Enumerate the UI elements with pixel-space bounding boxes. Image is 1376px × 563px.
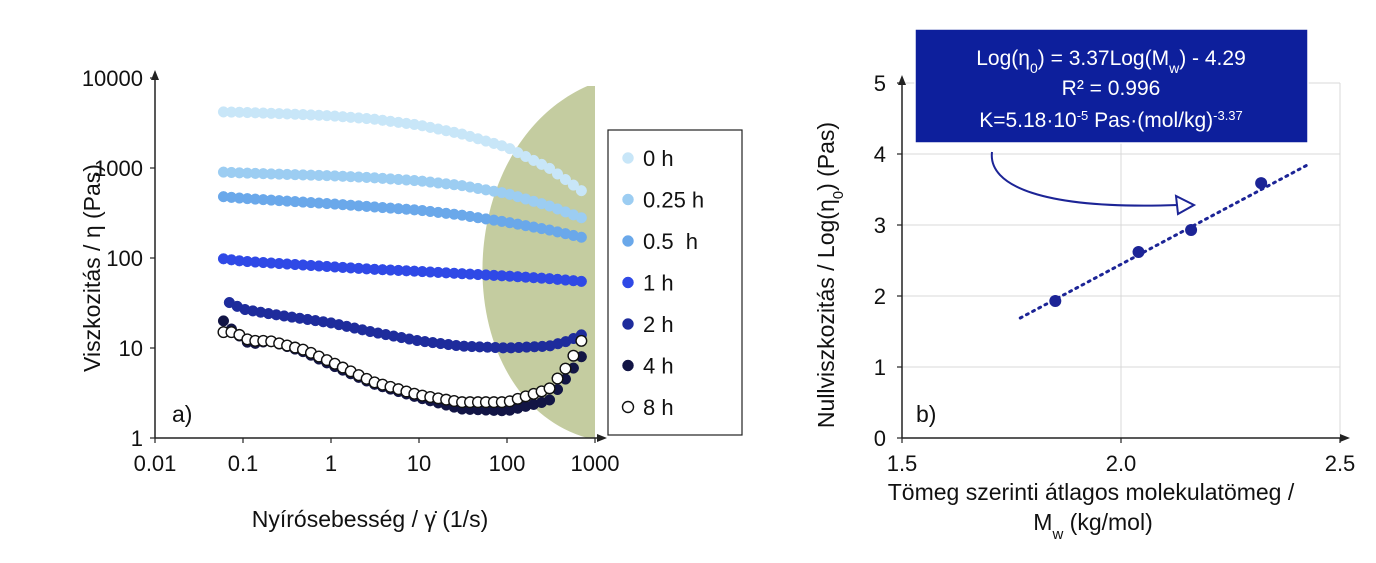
chart-a-series: [217, 106, 588, 417]
data-point: [575, 334, 588, 347]
legend-marker: [622, 318, 634, 330]
chart-b-axes: 1.5 2.0 2.5 0 1 2 3 4 5: [874, 71, 1356, 476]
legend-label: 1 h: [643, 271, 674, 296]
data-point: [559, 173, 572, 186]
k-constant-label: K=5.18·10-5 Pas·(mol/kg)-3.37: [979, 108, 1243, 133]
chart-a-x-tick-label: 1: [325, 451, 337, 476]
chart-a-y-tick-label: 1000: [94, 156, 143, 181]
chart-a-x-tick-label: 100: [489, 451, 526, 476]
chart-a-x-tick-label: 0.01: [134, 451, 177, 476]
data-point: [543, 382, 556, 395]
chart-b-x-tick-label: 1.5: [887, 451, 918, 476]
chart-b-y-tick-label: 0: [874, 426, 886, 451]
chart-a: 0.01 0.1 1 10 100 1000 1 10 100 1000 10000 Viszkoz…: [79, 66, 743, 532]
chart-a-y-tick-label: 10: [119, 336, 143, 361]
series-2h-markers: [223, 296, 587, 354]
chart-b-y-tick-label: 4: [874, 142, 886, 167]
data-point: [1185, 223, 1198, 236]
series-0h-markers: [217, 106, 587, 197]
chart-b-x-tick-label: 2.5: [1325, 451, 1356, 476]
chart-a-y-tick-label: 100: [106, 246, 143, 271]
high-shear-shaded-region: [482, 86, 595, 438]
legend-label: 8 h: [643, 395, 674, 420]
legend-label: 0.5 h: [643, 229, 698, 254]
chart-b-y-axis-label: Nullviszkozitás / Log(η0) (Pas): [813, 122, 847, 428]
legend-label: 4 h: [643, 354, 674, 379]
chart-a-x-axis-label: Nyírósebesség / γ̇ (1/s): [252, 506, 488, 532]
chart-a-panel-label: a): [172, 401, 192, 427]
legend-marker: [622, 359, 634, 372]
series-1h-markers: [217, 253, 587, 287]
series-8h-markers: [217, 326, 588, 409]
chart-b-x-axis-label-line1: Tömeg szerinti átlagos molekulatömeg /: [888, 479, 1295, 505]
legend-label: 0.25 h: [643, 188, 704, 213]
legend-marker: [622, 235, 634, 247]
legend-label: 0 h: [643, 146, 674, 171]
chart-a-y-tick-label: 1: [131, 426, 143, 451]
series-0_25h-markers: [217, 166, 587, 224]
chart-a-axes: 0.01 0.1 1 10 100 1000 1 10 100 1000 10000: [82, 66, 620, 476]
data-point: [551, 168, 564, 180]
chart-a-y-tick-label: 10000: [82, 66, 143, 91]
series-0_5h-markers: [217, 191, 587, 243]
data-point: [1255, 177, 1268, 190]
data-point: [575, 185, 587, 197]
data-point: [217, 315, 230, 327]
regression-trendline: [1018, 162, 1311, 320]
data-point: [575, 212, 587, 224]
chart-a-legend-items: 0 h 0.25 h 0.5 h 1 h 2 h 4 h 8 h: [621, 146, 704, 420]
chart-b-panel-label: b): [916, 401, 936, 427]
chart-b-y-tick-label: 3: [874, 213, 886, 238]
shaded-region-shape: [482, 86, 595, 438]
data-point: [1132, 245, 1145, 258]
regression-annotation-box: [914, 28, 1309, 144]
chart-b-points: [1049, 177, 1268, 307]
chart-a-x-tick-label: 0.1: [228, 451, 259, 476]
chart-b-x-tick-label: 2.0: [1106, 451, 1137, 476]
chart-b-x-axis-label-line2: Mw (kg/mol): [1033, 509, 1152, 543]
data-point: [567, 179, 579, 191]
chart-b-y-tick-label: 5: [874, 71, 886, 96]
regression-equation: Log(η0) = 3.37Log(Mw) - 4.29: [976, 47, 1246, 76]
chart-b-y-tick-label: 2: [874, 284, 886, 309]
data-point: [559, 362, 572, 375]
data-point: [544, 394, 556, 406]
chart-b-trendline: [1018, 162, 1311, 320]
chart-b-x-axis-arrow: [1340, 434, 1350, 442]
legend-marker: [622, 276, 634, 289]
data-point: [1049, 294, 1062, 307]
r-squared-label: R² = 0.996: [1062, 77, 1161, 100]
annotation-arrow-line: [990, 151, 1179, 207]
data-point: [544, 162, 556, 174]
chart-a-x-tick-label: 10: [407, 451, 431, 476]
legend-label: 2 h: [643, 312, 674, 337]
data-point: [575, 275, 587, 287]
chart-b: 1.5 2.0 2.5 0 1 2 3 4 5 Nullviszkozitás / Log(η0…: [813, 28, 1356, 543]
legend-marker: [622, 152, 634, 164]
data-point: [575, 231, 587, 243]
chart-a-y-axis-label: Viszkozitás / η (Pas): [79, 164, 105, 372]
legend-marker: [622, 193, 634, 206]
data-point: [567, 349, 580, 362]
chart-a-x-tick-label: 1000: [571, 451, 620, 476]
chart-b-y-tick-label: 1: [874, 355, 886, 380]
data-point: [551, 372, 564, 385]
legend-marker: [621, 400, 635, 414]
annotation-arrowhead: [1174, 194, 1197, 216]
chart-a-x-axis-arrow: [597, 434, 607, 442]
